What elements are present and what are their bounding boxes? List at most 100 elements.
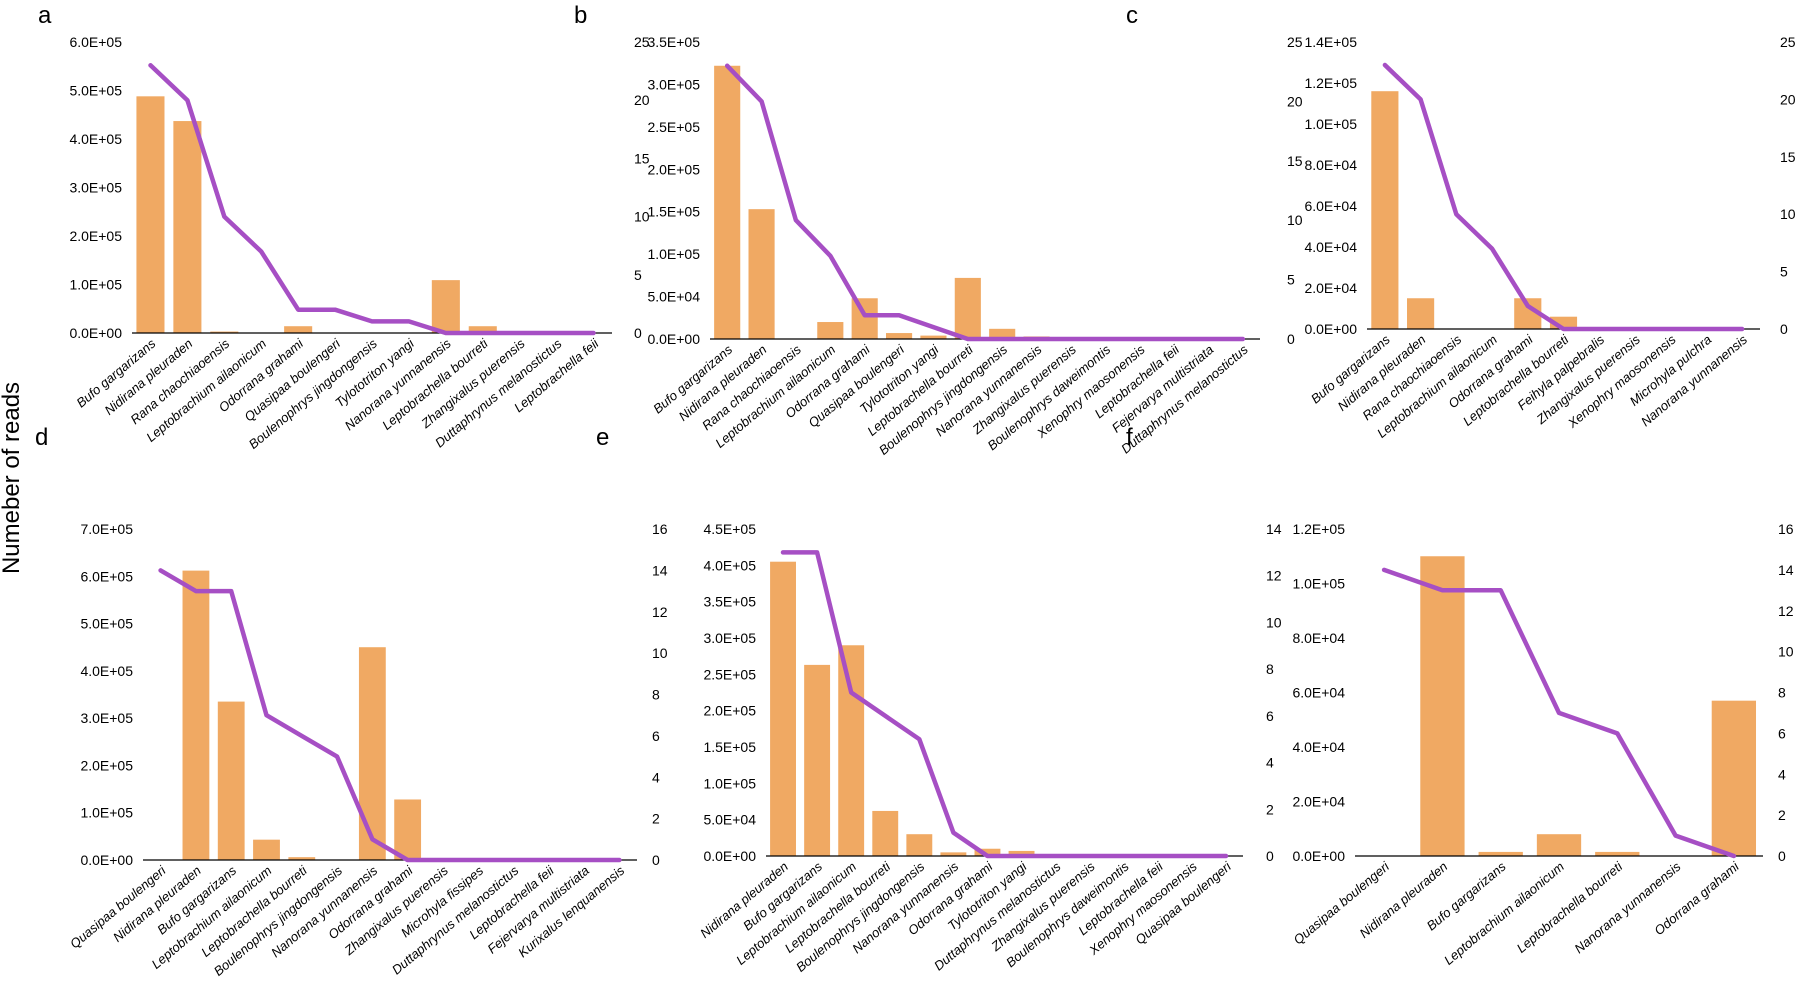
- y-tick-label: 1.2E+05: [1292, 521, 1345, 537]
- y-tick-label: 8.0E+04: [1292, 630, 1345, 646]
- y2-tick-label: 16: [652, 521, 668, 537]
- y-tick-label: 1.0E+05: [703, 775, 756, 791]
- y-tick-label: 1.0E+05: [69, 277, 122, 293]
- y-tick-label: 0.0E+00: [647, 331, 700, 347]
- y2-tick-label: 6: [1778, 725, 1786, 741]
- y-tick-label: 2.0E+05: [80, 757, 133, 773]
- bar: [1420, 556, 1465, 856]
- x-tick-label: Quasipaa boulengeri: [1291, 858, 1393, 947]
- y2-tick-label: 6: [652, 728, 660, 744]
- y-tick-label: 1.5E+05: [703, 739, 756, 755]
- y-tick-label: 1.0E+05: [1292, 576, 1345, 592]
- y2-tick-label: 14: [1266, 521, 1282, 537]
- bar: [940, 852, 967, 856]
- y-tick-label: 5.0E+04: [647, 289, 700, 305]
- bar: [838, 645, 865, 856]
- bar: [1478, 851, 1523, 856]
- chart-panel-b: 0.0E+00 5.0E+04 1.0E+05 1.5E+05 2.0E+05 2.5E+…: [647, 34, 1302, 458]
- y2-tick-label: 14: [652, 562, 668, 578]
- y-tick-label: 2.5E+05: [703, 666, 756, 682]
- panel-letter-c: c: [1126, 2, 1138, 29]
- y2-tick-label: 15: [1287, 153, 1303, 169]
- y-tick-label: 1.0E+05: [647, 246, 700, 262]
- y-tick-label: 4.0E+04: [1292, 739, 1345, 755]
- series-line: [724, 63, 1246, 342]
- series-line: [148, 63, 596, 336]
- y-tick-label: 7.0E+05: [80, 521, 133, 537]
- y2-tick-label: 8: [1778, 685, 1786, 701]
- panel-letter-a: a: [38, 2, 52, 29]
- y2-tick-label: 10: [1778, 644, 1794, 660]
- bar: [173, 121, 202, 334]
- y-tick-label: 6.0E+04: [1292, 685, 1345, 701]
- y-tick-label: 1.0E+05: [80, 805, 133, 821]
- bar: [284, 326, 313, 333]
- bar: [1711, 700, 1757, 856]
- bar: [920, 335, 947, 339]
- y2-tick-label: 25: [634, 34, 650, 50]
- y-tick-label: 2.0E+05: [69, 228, 122, 244]
- bar: [851, 298, 878, 339]
- chart-panel-e: 0.0E+00 5.0E+04 1.0E+05 1.5E+05 2.0E+05 2.5E+…: [697, 521, 1282, 975]
- y2-tick-label: 20: [1287, 93, 1303, 109]
- bar: [748, 209, 775, 339]
- y-tick-label: 3.0E+05: [647, 76, 700, 92]
- bar: [954, 277, 981, 339]
- y-tick-label: 2.5E+05: [647, 119, 700, 135]
- y2-tick-label: 0: [634, 325, 642, 341]
- y2-tick-label: 16: [1778, 521, 1794, 537]
- y2-tick-label: 15: [1780, 149, 1796, 165]
- chart-panel-d: 0.0E+00 1.0E+05 2.0E+05 3.0E+05 4.0E+05 5.0E+…: [67, 521, 668, 979]
- y2-tick-label: 12: [652, 604, 668, 620]
- y2-tick-label: 10: [652, 645, 668, 661]
- y-tick-label: 2.0E+04: [1292, 794, 1345, 810]
- bar: [468, 326, 497, 333]
- y2-tick-label: 6: [1266, 708, 1274, 724]
- bar: [288, 857, 316, 860]
- y-tick-label: 1.2E+05: [1304, 75, 1357, 91]
- y2-tick-label: 25: [1780, 34, 1796, 50]
- y-tick-label: 5.0E+05: [69, 83, 122, 99]
- bar: [210, 331, 239, 333]
- y-tick-label: 3.5E+05: [703, 594, 756, 610]
- y2-tick-label: 20: [634, 92, 650, 108]
- bar: [1595, 851, 1640, 856]
- panel-letter-e: e: [596, 424, 610, 451]
- y2-tick-label: 12: [1266, 568, 1282, 584]
- y2-tick-label: 4: [652, 769, 660, 785]
- y2-tick-label: 5: [1287, 272, 1295, 288]
- y-tick-label: 6.0E+05: [69, 34, 122, 50]
- y-tick-label: 0.0E+00: [1292, 848, 1345, 864]
- y-tick-label: 6.0E+05: [80, 568, 133, 584]
- y-tick-label: 3.0E+05: [703, 630, 756, 646]
- y2-tick-label: 10: [1266, 614, 1282, 630]
- bar: [394, 799, 422, 860]
- y-tick-label: 4.0E+05: [703, 557, 756, 573]
- x-tick-label: Leptobrachella bourreti: [1514, 858, 1626, 956]
- series-line: [780, 550, 1229, 859]
- series-line: [158, 568, 622, 863]
- chart-panel-a: 0.0E+00 1.0E+05 2.0E+05 3.0E+05 4.0E+05 5.0E+…: [69, 34, 649, 452]
- y-tick-label: 2.0E+05: [703, 703, 756, 719]
- bar: [714, 65, 741, 339]
- bar: [974, 848, 1001, 856]
- panel-letter-f: f: [1126, 424, 1133, 451]
- y2-tick-label: 2: [652, 811, 660, 827]
- y2-tick-label: 8: [1266, 661, 1274, 677]
- y2-tick-label: 12: [1778, 603, 1794, 619]
- bar: [1536, 834, 1582, 856]
- y2-tick-label: 5: [634, 267, 642, 283]
- panel-letter-d: d: [35, 424, 49, 451]
- y-tick-label: 4.5E+05: [703, 521, 756, 537]
- y2-tick-label: 8: [652, 687, 660, 703]
- y-tick-label: 1.5E+05: [647, 204, 700, 220]
- bar: [1371, 91, 1399, 329]
- bar: [253, 839, 280, 860]
- bar: [182, 570, 210, 860]
- y2-tick-label: 25: [1287, 34, 1303, 50]
- chart-panel-c: 0.0E+00 2.0E+04 4.0E+04 6.0E+04 8.0E+04 1.0E+…: [1304, 34, 1795, 441]
- y-tick-label: 5.0E+04: [703, 812, 756, 828]
- y2-tick-label: 2: [1778, 807, 1786, 823]
- bar: [431, 280, 460, 333]
